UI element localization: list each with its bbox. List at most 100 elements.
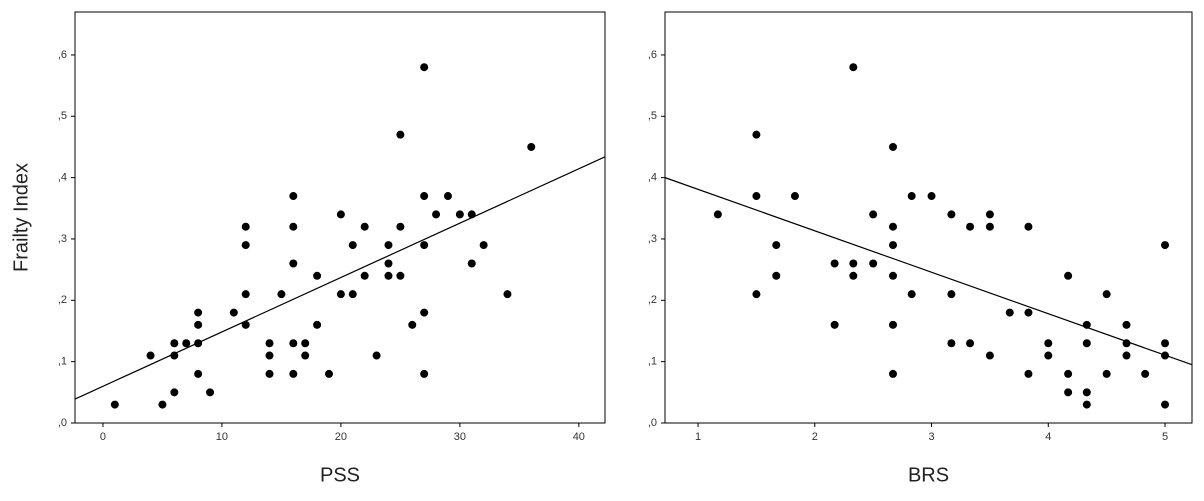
data-point (420, 63, 429, 72)
data-point (241, 320, 250, 329)
data-point (889, 222, 898, 231)
data-point (182, 339, 191, 348)
data-point (1122, 339, 1131, 348)
data-point (479, 241, 488, 250)
data-point (384, 241, 393, 250)
data-point (1064, 388, 1073, 397)
x-tick-label: 1 (695, 431, 701, 443)
y-tick-label: ,6 (648, 49, 657, 61)
data-point (396, 130, 405, 139)
data-point (146, 351, 155, 360)
data-point (265, 369, 274, 378)
data-point (869, 210, 878, 219)
data-point (849, 271, 858, 280)
data-point (1024, 308, 1033, 317)
data-point (527, 142, 536, 151)
data-point (889, 320, 898, 329)
fit-line (664, 177, 1193, 366)
data-point (265, 339, 274, 348)
data-point (336, 210, 345, 219)
data-point (420, 192, 429, 201)
plot-frame (74, 11, 606, 424)
data-point (194, 369, 203, 378)
data-point (889, 241, 898, 250)
fit-line (74, 156, 606, 400)
y-tick-label: ,5 (58, 110, 67, 122)
data-point (301, 351, 310, 360)
data-point (420, 369, 429, 378)
y-tick-label: ,1 (648, 356, 657, 368)
x-tick-label: 30 (454, 431, 466, 443)
data-point (927, 192, 936, 201)
x-tick-label: 10 (216, 431, 228, 443)
data-point (408, 320, 417, 329)
data-point (947, 290, 956, 299)
data-point (1005, 308, 1014, 317)
data-point (790, 192, 799, 201)
data-point (985, 210, 994, 219)
data-point (289, 369, 298, 378)
data-point (1161, 351, 1170, 360)
data-point (1102, 369, 1111, 378)
data-point (985, 351, 994, 360)
data-point (752, 192, 761, 201)
data-point (467, 210, 476, 219)
data-point (289, 259, 298, 268)
data-point (1082, 320, 1091, 329)
plot-frame (664, 11, 1193, 424)
data-point (1102, 290, 1111, 299)
data-point (170, 388, 179, 397)
data-point (348, 290, 357, 299)
data-point (241, 241, 250, 250)
y-tick-label: ,5 (648, 110, 657, 122)
data-point (830, 320, 839, 329)
data-point (336, 290, 345, 299)
scatter-panel: ,0 ,1 ,2 ,3 ,4 ,5 ,6 1 2 3 4 5 BRS (648, 11, 1193, 486)
y-tick-label: ,0 (58, 417, 67, 429)
data-point (384, 259, 393, 268)
data-point (372, 351, 381, 360)
data-point (849, 63, 858, 72)
data-point (241, 222, 250, 231)
data-point (947, 339, 956, 348)
data-point (265, 351, 274, 360)
data-point (324, 369, 333, 378)
y-axis-label: Frailty Index (10, 163, 32, 272)
data-point (277, 290, 286, 299)
data-point (772, 241, 781, 250)
x-tick-label: 3 (928, 431, 934, 443)
data-point (713, 210, 722, 219)
data-point (503, 290, 512, 299)
data-point (289, 192, 298, 201)
data-point (289, 339, 298, 348)
data-point (1024, 369, 1033, 378)
data-point (289, 222, 298, 231)
data-point (752, 290, 761, 299)
data-point (1082, 400, 1091, 409)
x-tick-label: 0 (100, 431, 106, 443)
data-point (194, 320, 203, 329)
x-axis-label: BRS (908, 464, 949, 486)
data-point (420, 241, 429, 250)
data-point (772, 271, 781, 280)
data-point (889, 142, 898, 151)
data-point (907, 290, 916, 299)
data-point (194, 308, 203, 317)
data-point (1122, 351, 1131, 360)
data-point (966, 222, 975, 231)
data-point (830, 259, 839, 268)
y-tick-label: ,3 (648, 233, 657, 245)
data-point (396, 222, 405, 231)
data-point (194, 339, 203, 348)
data-point (1064, 369, 1073, 378)
x-tick-label: 2 (812, 431, 818, 443)
y-tick-label: ,3 (58, 233, 67, 245)
data-point (170, 339, 179, 348)
data-point (849, 259, 858, 268)
data-point (301, 339, 310, 348)
y-tick-label: ,4 (58, 172, 67, 184)
data-point (1044, 339, 1053, 348)
data-point (752, 130, 761, 139)
data-point (241, 290, 250, 299)
data-point (348, 241, 357, 250)
